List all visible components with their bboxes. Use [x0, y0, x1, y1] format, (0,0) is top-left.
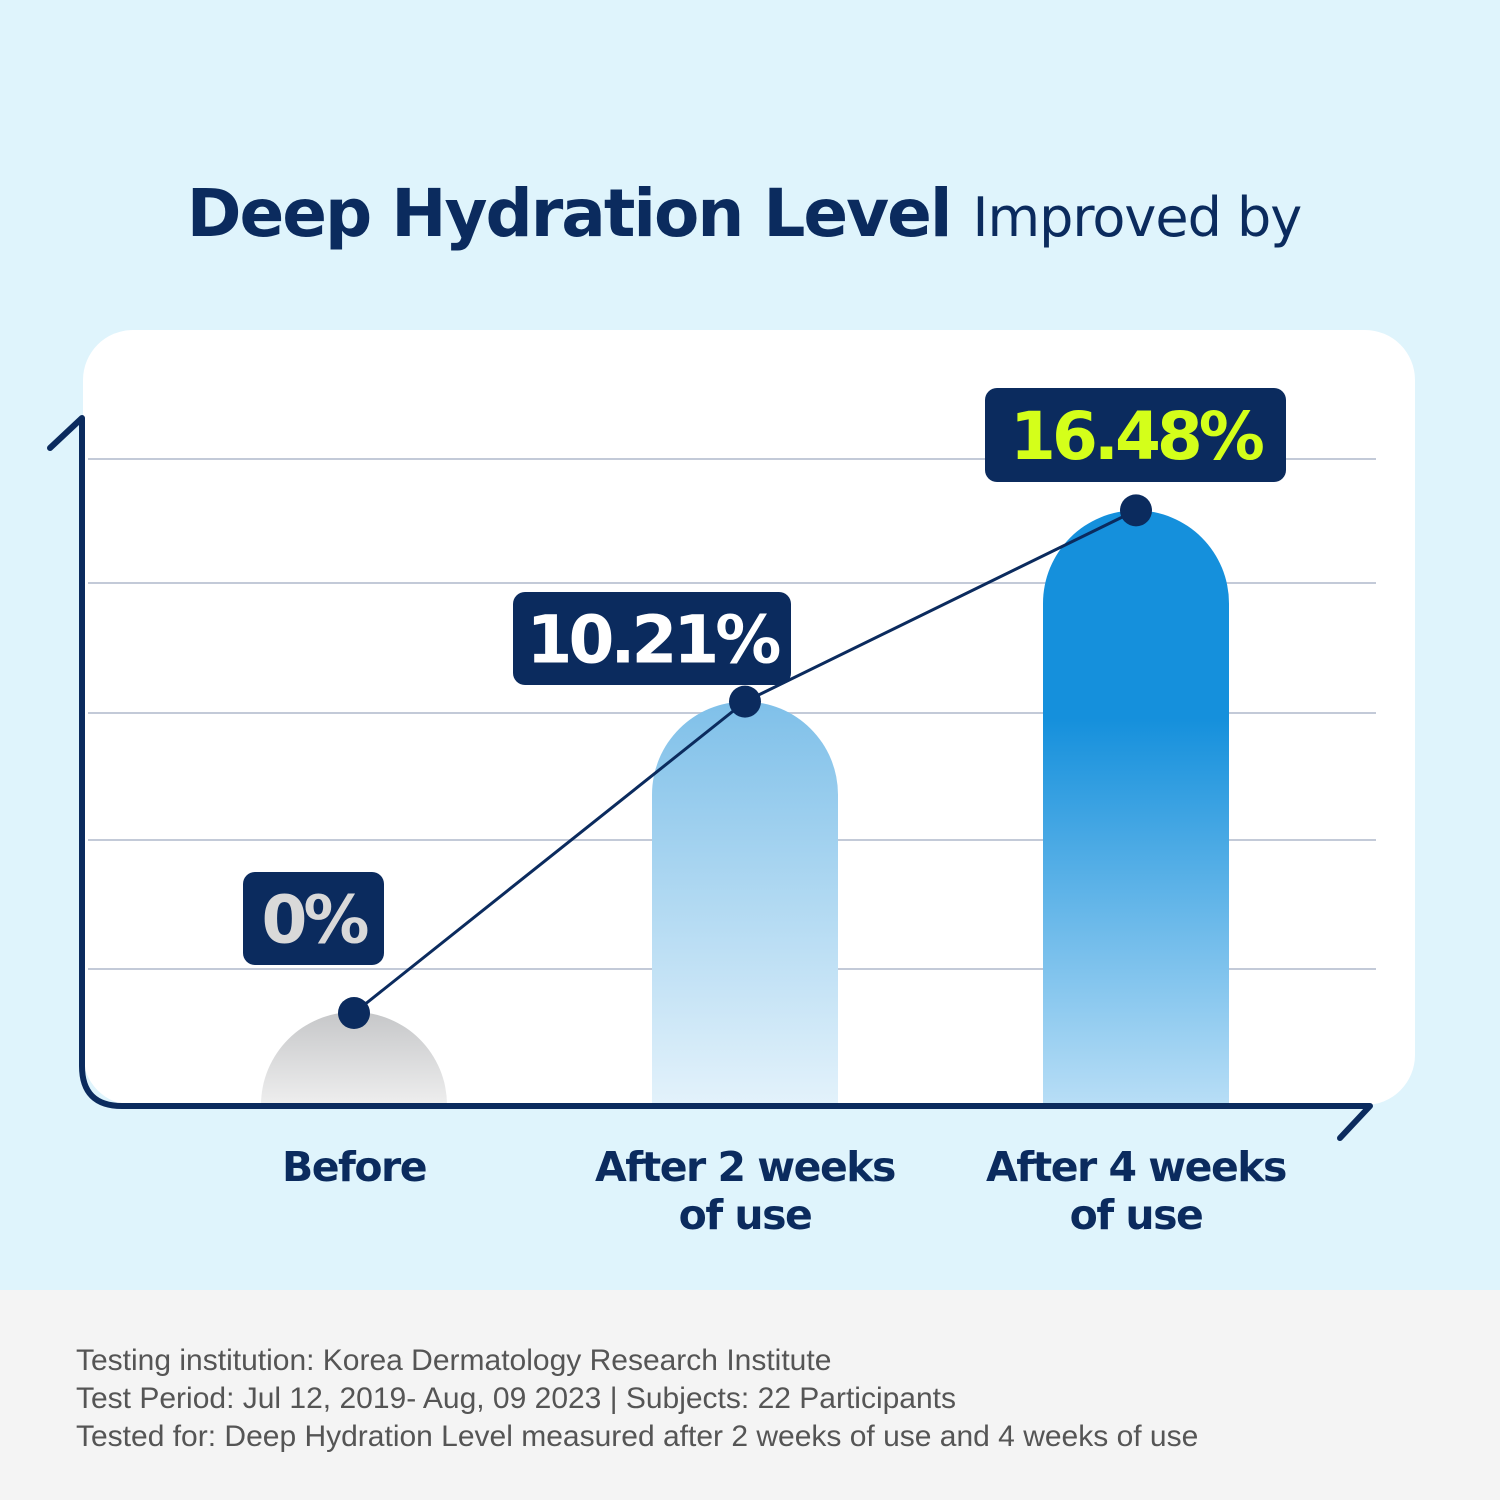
value-labels: 0% 10.21% 16.48% — [243, 388, 1286, 965]
bar — [652, 701, 838, 1105]
category-label: After 2 weeks — [595, 1143, 895, 1191]
footer: Testing institution: Korea Dermatology R… — [76, 1344, 1198, 1453]
bar — [1043, 510, 1229, 1106]
title-bold: Deep Hydration Level — [187, 175, 951, 252]
value-label-box — [985, 388, 1286, 482]
value-label: 0% — [261, 882, 368, 959]
bar — [261, 1012, 447, 1105]
footer-line-3: Tested for: Deep Hydration Level measure… — [76, 1420, 1198, 1453]
data-point — [1120, 494, 1152, 527]
category-label: Before — [282, 1143, 426, 1191]
title-regular: Improved by — [973, 186, 1302, 249]
value-label-box — [243, 872, 384, 965]
chart-title: Deep Hydration Level Improved by — [187, 175, 1302, 252]
value-label: 10.21% — [527, 602, 781, 679]
axes — [47, 415, 1373, 1141]
category-label: of use — [679, 1191, 812, 1239]
footer-line-2: Test Period: Jul 12, 2019- Aug, 09 2023 … — [76, 1382, 956, 1415]
bars — [261, 510, 1229, 1106]
footer-background — [0, 1290, 1500, 1500]
value-label: 16.48% — [1010, 398, 1264, 475]
footer-line-1: Testing institution: Korea Dermatology R… — [76, 1344, 831, 1377]
trend-line — [338, 494, 1152, 1029]
data-point — [729, 685, 761, 718]
category-label: of use — [1070, 1191, 1203, 1239]
category-label: After 4 weeks — [986, 1143, 1286, 1191]
data-point — [338, 997, 370, 1029]
value-label-box — [513, 592, 791, 685]
